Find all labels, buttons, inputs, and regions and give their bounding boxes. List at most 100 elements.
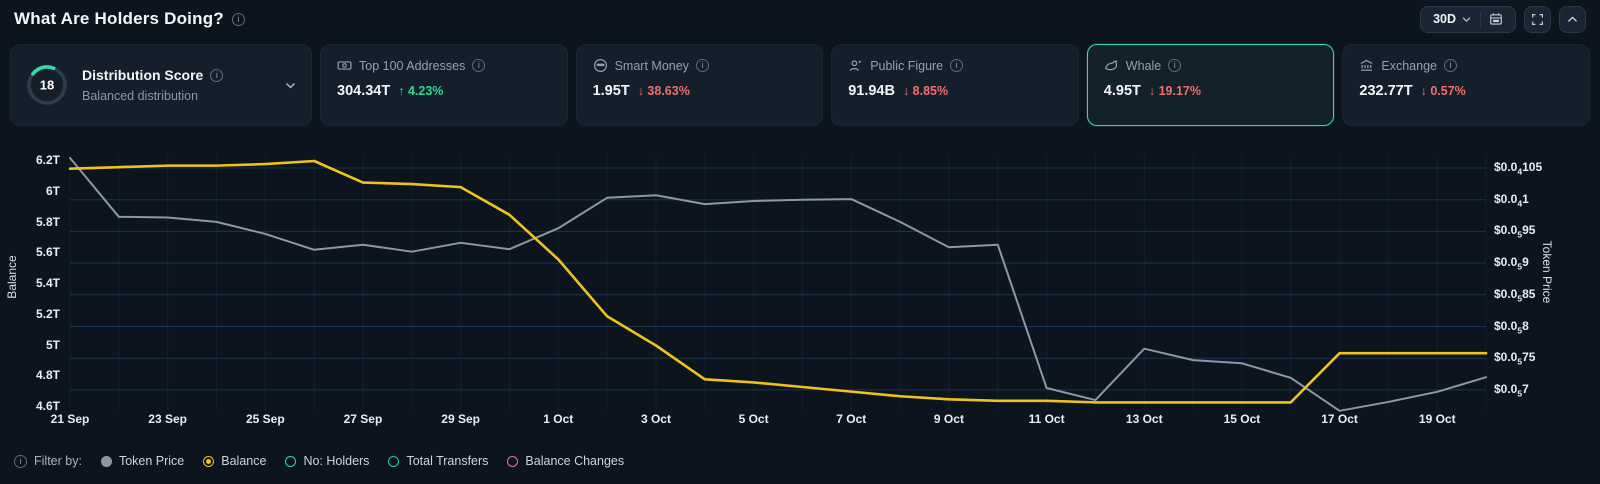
metric-label: Smart Money	[614, 58, 689, 73]
metric-label: Whale	[1125, 58, 1162, 73]
y-tick-right: $0.0585	[1494, 286, 1536, 304]
metric-change: ↑ 4.23%	[398, 84, 444, 98]
x-tick-label: 7 Oct	[836, 412, 867, 426]
chevron-down-icon[interactable]	[284, 79, 297, 92]
calendar-button[interactable]	[1481, 7, 1511, 31]
metric-value: 91.94B	[848, 83, 895, 99]
chevron-up-icon	[1566, 13, 1579, 26]
legend-marker-ring	[388, 455, 400, 467]
chevron-down-icon	[1461, 14, 1472, 25]
y-tick-left: 5T	[45, 337, 60, 352]
x-tick-label: 3 Oct	[640, 412, 671, 426]
distribution-score-title: Distribution Score	[82, 67, 204, 83]
x-tick-label: 1 Oct	[543, 412, 574, 426]
y-tick-right: $0.04105	[1494, 160, 1543, 177]
metric-value: 1.95T	[592, 83, 630, 99]
panel-header: What Are Holders Doing? 30D	[0, 0, 1600, 38]
chart-legend: Filter by: Token Price Balance No: Holders…	[14, 448, 624, 474]
info-icon[interactable]	[472, 59, 486, 72]
metric-card-exchange[interactable]: Exchange 232.77T ↓ 0.57%	[1342, 44, 1590, 126]
distribution-score-subtitle: Balanced distribution	[82, 89, 199, 103]
fullscreen-button[interactable]	[1524, 5, 1551, 33]
y-tick-right: $0.057	[1494, 381, 1529, 399]
legend-label: Total Transfers	[406, 454, 489, 468]
series-line-balance	[68, 159, 1488, 404]
x-tick-label: 19 Oct	[1418, 412, 1456, 426]
distribution-score-gauge: 18	[27, 65, 67, 105]
bank-icon	[1359, 58, 1374, 73]
metric-change: ↓ 8.85%	[902, 84, 949, 98]
x-tick-label: 23 Sep	[148, 412, 187, 426]
legend-item-total-transfers[interactable]: Total Transfers	[388, 454, 488, 468]
page-title: What Are Holders Doing?	[14, 9, 224, 28]
person-star-icon	[848, 58, 863, 73]
legend-item-balance-changes[interactable]: Balance Changes	[507, 454, 624, 468]
range-selector: 30D	[1420, 5, 1516, 33]
metric-change: ↓ 0.57%	[1420, 84, 1466, 98]
metric-card-top-100-addresses[interactable]: Top 100 Addresses 304.34T ↑ 4.23%	[320, 44, 568, 126]
legend-item-balance[interactable]: Balance	[203, 454, 266, 468]
x-tick-label: 29 Sep	[441, 412, 480, 426]
legend-item-no-holders[interactable]: No: Holders	[285, 454, 369, 468]
info-icon[interactable]	[210, 68, 224, 82]
metric-label: Exchange	[1381, 58, 1437, 73]
legend-label: Token Price	[118, 454, 185, 468]
x-tick-label: 25 Sep	[245, 412, 285, 426]
legend-marker-radio	[203, 455, 215, 467]
calendar-icon	[1489, 12, 1503, 26]
collapse-button[interactable]	[1559, 5, 1586, 33]
series-line-token-price	[69, 156, 1488, 412]
info-icon[interactable]	[1168, 59, 1182, 72]
x-tick-label: 9 Oct	[933, 412, 964, 426]
range-label: 30D	[1433, 12, 1456, 26]
x-tick-label: 17 Oct	[1321, 412, 1358, 426]
metric-cards-row: 18 Distribution Score Balanced distribut…	[10, 44, 1590, 126]
legend-marker-ring	[507, 455, 519, 467]
y-tick-left: 4.6T	[35, 399, 60, 413]
fullscreen-icon	[1531, 13, 1544, 26]
y-tick-left: 5.8T	[35, 214, 60, 229]
metric-value: 4.95T	[1103, 83, 1141, 99]
x-tick-label: 21 Sep	[50, 412, 90, 426]
y-tick-right: $0.058	[1494, 318, 1529, 335]
x-tick-label: 5 Oct	[738, 412, 769, 426]
y-tick-left: 5.2T	[35, 306, 60, 321]
legend-label: Balance Changes	[525, 454, 625, 468]
legend-marker-dot	[100, 455, 112, 467]
range-dropdown[interactable]: 30D	[1425, 12, 1480, 26]
info-icon[interactable]	[14, 454, 27, 468]
x-tick-label: 27 Sep	[343, 412, 383, 426]
y-tick-left: 5.6T	[35, 245, 60, 260]
metric-card-public-figure[interactable]: Public Figure 91.94B ↓ 8.85%	[831, 44, 1079, 126]
legend-label: Balance	[221, 454, 267, 468]
mask-icon	[593, 58, 608, 73]
distribution-score-value: 18	[40, 78, 54, 93]
metric-value: 232.77T	[1359, 83, 1413, 99]
y-tick-left: 5.4T	[35, 276, 60, 290]
metric-label: Public Figure	[870, 58, 944, 73]
legend-filter-label: Filter by:	[14, 454, 82, 468]
distribution-score-card[interactable]: 18 Distribution Score Balanced distribut…	[10, 44, 312, 126]
y-tick-right: $0.059	[1494, 255, 1529, 272]
metric-change: ↓ 19.17%	[1148, 84, 1201, 98]
metric-change: ↓ 38.63%	[637, 84, 690, 98]
y-axis-title-left: Balance	[5, 255, 19, 299]
title-info-icon[interactable]	[231, 12, 245, 26]
info-icon[interactable]	[950, 59, 964, 72]
legend-marker-ring	[285, 455, 297, 467]
divider	[1480, 11, 1481, 27]
legend-item-token-price[interactable]: Token Price	[100, 454, 185, 468]
metric-card-whale[interactable]: Whale 4.95T ↓ 19.17%	[1086, 44, 1335, 126]
banknote-icon	[337, 58, 352, 73]
y-tick-right: $0.041	[1494, 191, 1529, 209]
y-tick-right: $0.0595	[1494, 223, 1536, 240]
y-tick-left: 6.2T	[35, 153, 60, 167]
info-icon[interactable]	[695, 59, 709, 72]
x-tick-label: 11 Oct	[1028, 412, 1065, 426]
x-tick-label: 15 Oct	[1223, 412, 1261, 426]
info-icon[interactable]	[1443, 59, 1457, 72]
metric-value: 304.34T	[337, 83, 391, 99]
whale-icon	[1104, 58, 1119, 73]
metric-card-smart-money[interactable]: Smart Money 1.95T ↓ 38.63%	[575, 44, 824, 126]
